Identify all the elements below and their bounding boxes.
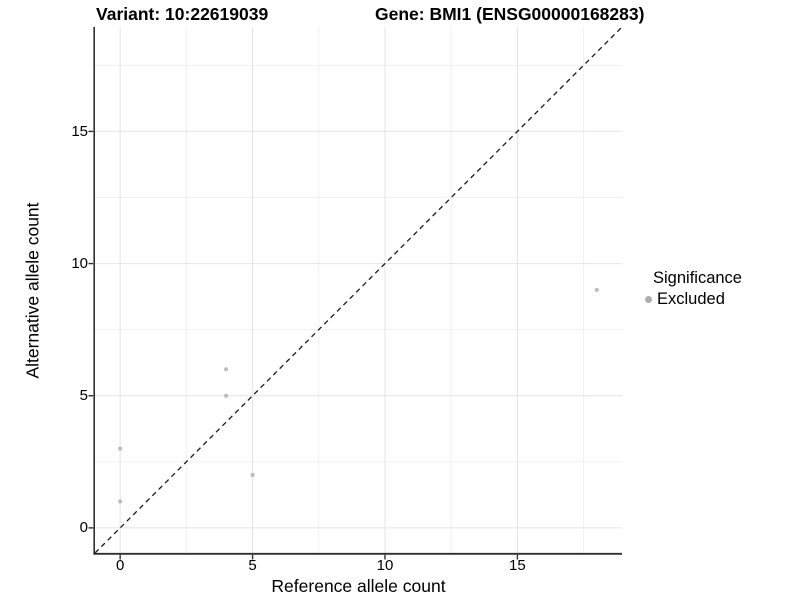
data-point [594,287,599,293]
variant-title: Variant: 10:22619039 [96,4,269,24]
legend-title: Significance [653,269,742,287]
legend-item-excluded: Excluded [640,289,795,309]
data-point [250,472,255,478]
gene-title: Gene: BMI1 (ENSG00000168283) [375,4,645,24]
data-point [223,367,229,372]
y-tick-label: 0 [79,519,88,537]
legend-item-label: Excluded [657,290,725,308]
data-point [118,499,123,504]
x-tick-label: 15 [509,557,526,574]
x-tick-label: 0 [115,557,125,574]
x-tick-label: 10 [376,557,394,574]
y-tick-label: 10 [71,255,88,273]
y-tick-label: 15 [71,122,88,140]
excluded-point-icon [645,295,652,303]
legend: Significance Excluded [640,268,795,309]
data-point [118,446,123,451]
y-axis-title: Alternative allele count [22,202,43,379]
x-tick-label: 5 [248,557,257,574]
x-axis-title: Reference allele count [271,576,446,596]
identity-line [94,26,623,554]
data-point [223,393,229,398]
y-tick-label: 5 [79,387,88,405]
